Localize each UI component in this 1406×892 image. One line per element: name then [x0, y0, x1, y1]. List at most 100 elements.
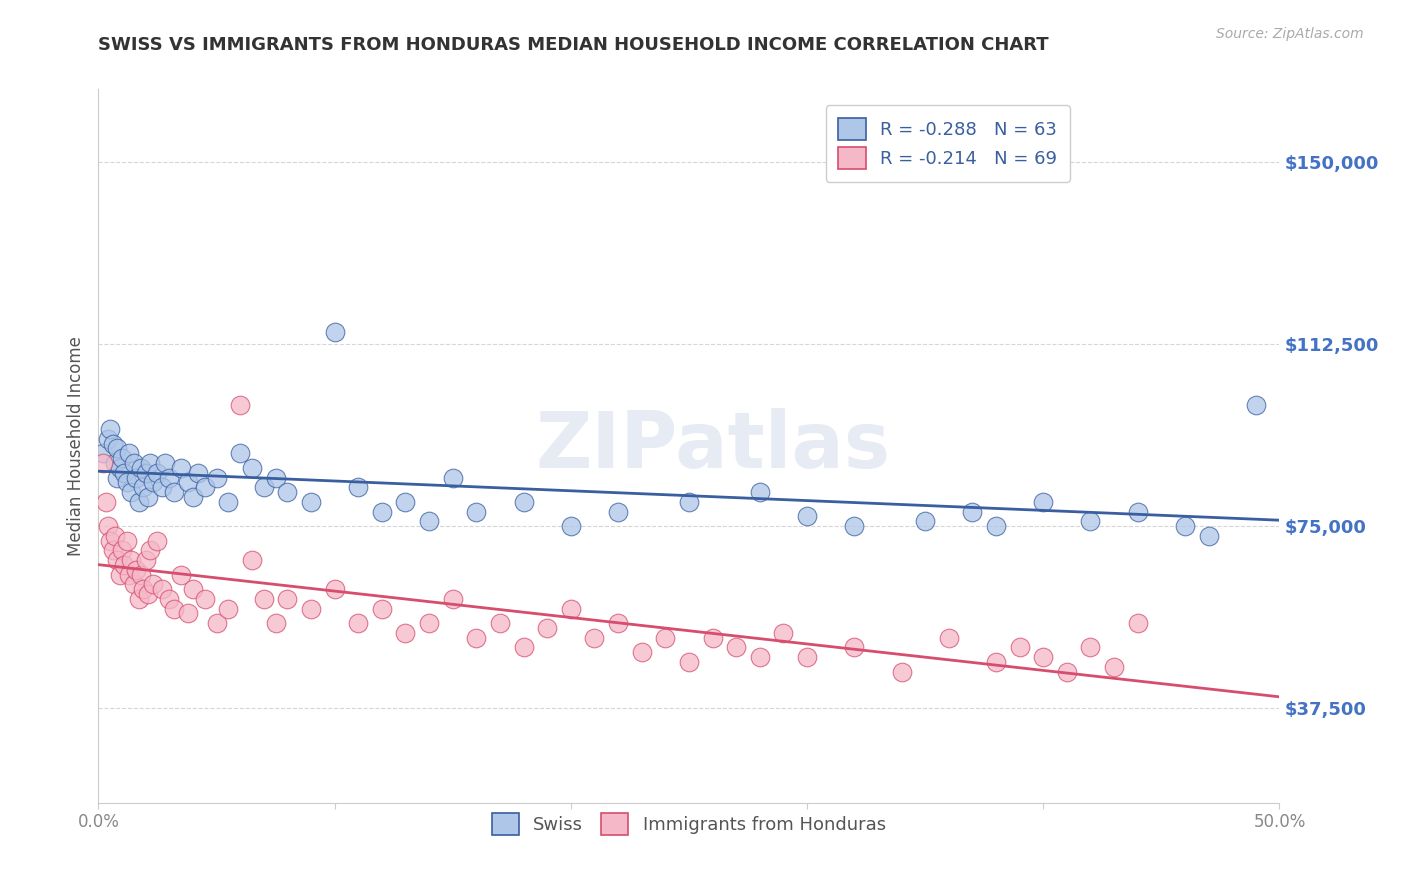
Point: [844, 519, 866, 533]
Point: [512, 495, 534, 509]
Point: [91, 446, 114, 460]
Point: [132, 480, 155, 494]
Point: [97, 519, 120, 533]
Point: [98, 422, 121, 436]
Point: [560, 519, 582, 533]
Point: [112, 558, 135, 572]
Point: [157, 591, 180, 606]
Point: [465, 504, 488, 518]
Point: [135, 553, 157, 567]
Point: [489, 616, 512, 631]
Point: [139, 543, 162, 558]
Point: [1080, 514, 1102, 528]
Point: [984, 655, 1007, 669]
Point: [844, 640, 866, 655]
Point: [276, 591, 298, 606]
Point: [125, 563, 148, 577]
Point: [583, 631, 606, 645]
Point: [105, 442, 128, 456]
Point: [371, 504, 394, 518]
Point: [128, 495, 150, 509]
Point: [560, 601, 582, 615]
Point: [1102, 660, 1125, 674]
Point: [205, 470, 228, 484]
Point: [136, 587, 159, 601]
Point: [1008, 640, 1031, 655]
Point: [118, 446, 141, 460]
Point: [129, 567, 152, 582]
Point: [323, 325, 346, 339]
Point: [112, 466, 135, 480]
Point: [129, 460, 152, 475]
Point: [465, 631, 488, 645]
Point: [115, 475, 138, 490]
Point: [115, 533, 138, 548]
Point: [229, 446, 252, 460]
Point: [394, 495, 416, 509]
Point: [748, 485, 770, 500]
Point: [441, 470, 464, 484]
Point: [240, 553, 263, 567]
Point: [194, 480, 217, 494]
Point: [163, 601, 186, 615]
Point: [418, 616, 440, 631]
Point: [1080, 640, 1102, 655]
Point: [217, 495, 239, 509]
Point: [163, 485, 186, 500]
Point: [121, 485, 143, 500]
Point: [984, 519, 1007, 533]
Point: [181, 490, 204, 504]
Point: [748, 650, 770, 665]
Point: [253, 480, 276, 494]
Text: Source: ZipAtlas.com: Source: ZipAtlas.com: [1216, 27, 1364, 41]
Point: [125, 470, 148, 484]
Point: [98, 533, 121, 548]
Text: ZIPatlas: ZIPatlas: [536, 408, 890, 484]
Point: [394, 626, 416, 640]
Point: [128, 591, 150, 606]
Point: [240, 460, 263, 475]
Point: [97, 432, 120, 446]
Point: [146, 466, 169, 480]
Point: [607, 504, 630, 518]
Text: SWISS VS IMMIGRANTS FROM HONDURAS MEDIAN HOUSEHOLD INCOME CORRELATION CHART: SWISS VS IMMIGRANTS FROM HONDURAS MEDIAN…: [98, 36, 1049, 54]
Point: [1032, 495, 1054, 509]
Point: [1126, 616, 1149, 631]
Point: [299, 495, 322, 509]
Point: [536, 621, 558, 635]
Point: [94, 495, 117, 509]
Point: [418, 514, 440, 528]
Point: [170, 567, 193, 582]
Point: [104, 529, 127, 543]
Point: [914, 514, 936, 528]
Point: [111, 543, 134, 558]
Point: [276, 485, 298, 500]
Point: [108, 567, 131, 582]
Point: [1056, 665, 1078, 679]
Point: [122, 577, 145, 591]
Point: [678, 655, 700, 669]
Point: [135, 466, 157, 480]
Point: [108, 460, 131, 475]
Point: [150, 480, 173, 494]
Point: [796, 650, 818, 665]
Point: [264, 616, 287, 631]
Point: [678, 495, 700, 509]
Point: [347, 616, 370, 631]
Point: [139, 456, 162, 470]
Point: [347, 480, 370, 494]
Point: [91, 456, 114, 470]
Point: [101, 543, 124, 558]
Point: [441, 591, 464, 606]
Point: [253, 591, 276, 606]
Point: [187, 466, 209, 480]
Point: [150, 582, 173, 597]
Point: [146, 533, 169, 548]
Point: [654, 631, 676, 645]
Point: [101, 436, 124, 450]
Point: [1244, 398, 1267, 412]
Point: [122, 456, 145, 470]
Point: [157, 470, 180, 484]
Point: [105, 553, 128, 567]
Point: [136, 490, 159, 504]
